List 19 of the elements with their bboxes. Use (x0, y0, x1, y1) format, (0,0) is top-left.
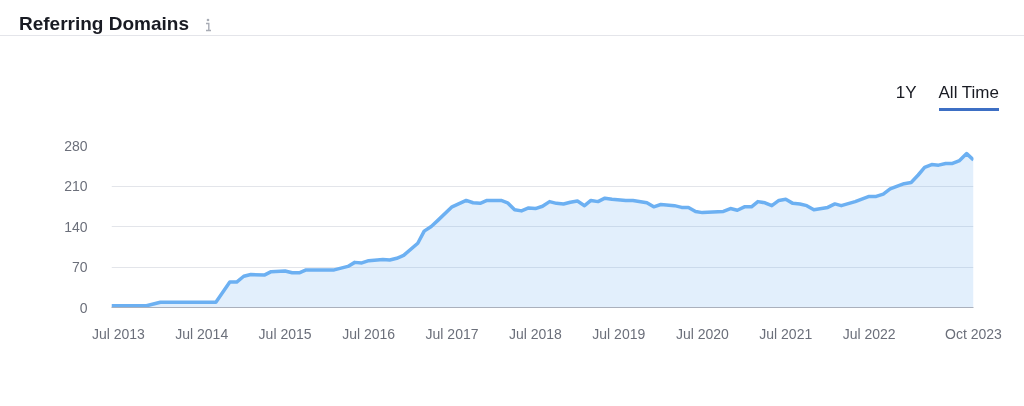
x-tick-label: Jul 2016 (342, 325, 396, 342)
x-tick-label: Jul 2013 (91, 325, 146, 342)
x-tick-label: Oct 2023 (945, 325, 1003, 342)
x-tick-label: Jul 2020 (675, 325, 730, 342)
x-tick-label: Jul 2017 (425, 325, 479, 342)
y-tick-label: 70 (71, 259, 88, 275)
x-tick-label: Jul 2022 (842, 325, 896, 342)
x-tick-label: Jul 2014 (175, 325, 229, 342)
text: 1Y (895, 83, 917, 104)
text: All Time (938, 83, 999, 111)
y-tick-label: 140 (64, 218, 88, 235)
x-tick-label: Jul 2019 (592, 325, 646, 342)
chart-title: Referring Domains (0, 0, 1024, 36)
y-tick-label: 0 (79, 299, 88, 316)
x-tick-label: Jul 2015 (258, 325, 312, 342)
y-tick-label: 280 (64, 137, 88, 154)
y-tick-label: 210 (64, 178, 88, 194)
x-tick-label: Jul 2018 (508, 325, 563, 342)
x-tick-label: Jul 2021 (759, 325, 813, 342)
